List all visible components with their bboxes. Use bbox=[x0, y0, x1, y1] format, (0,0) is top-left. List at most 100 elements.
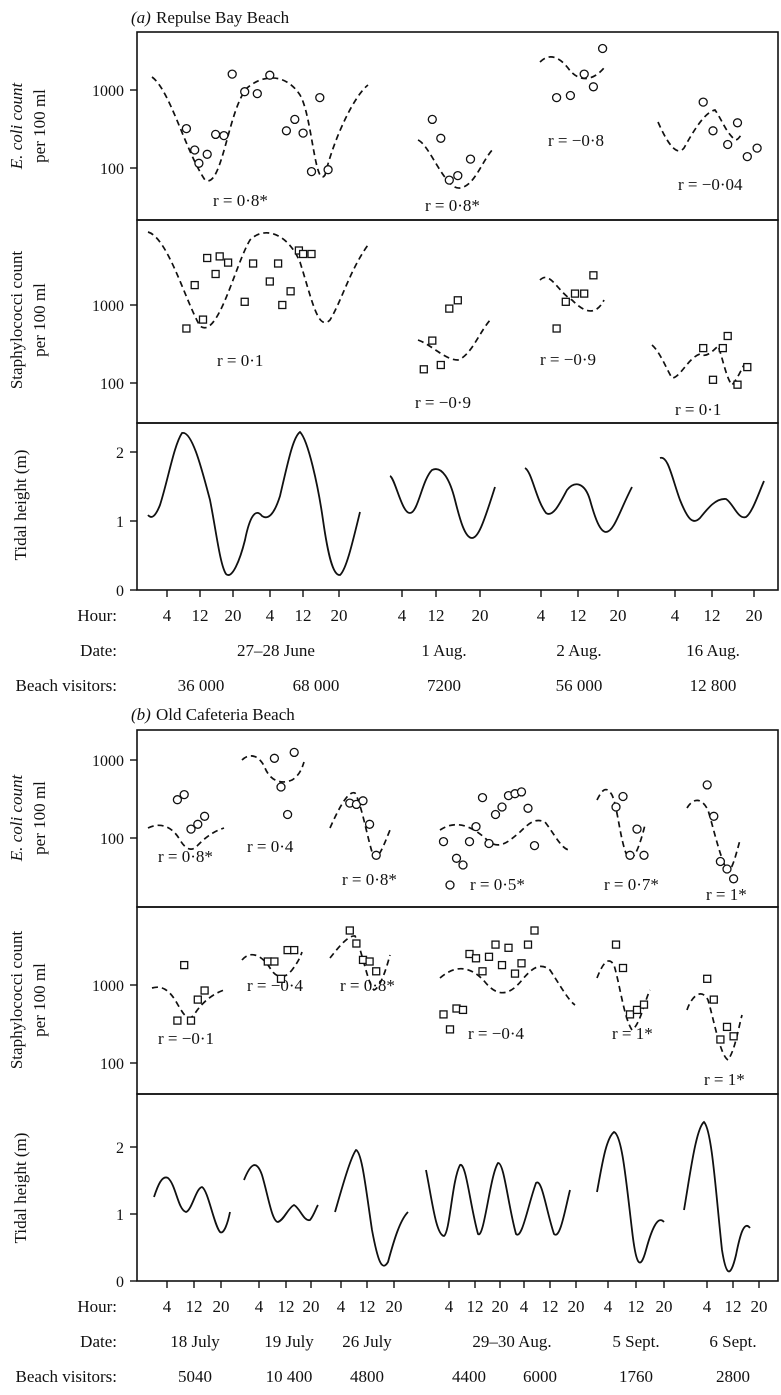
panel-a-hour-tick-label: 4 bbox=[398, 606, 407, 625]
panel-a-hour-tick-label: 12 bbox=[570, 606, 587, 625]
staph-data-point bbox=[193, 995, 202, 1004]
panel-a-staph-ylabel-1: Staphylococci count bbox=[7, 251, 26, 390]
panel-a-ecoli-r-1: r = 0·8* bbox=[213, 191, 268, 210]
staph-data-point bbox=[729, 1032, 738, 1041]
panel-b-hour-tick-label: 4 bbox=[703, 1297, 712, 1316]
staph-data-point bbox=[733, 380, 742, 389]
panel-a-staph-r-2: r = −0·9 bbox=[415, 393, 471, 412]
panel-b-staph-r-3: r = 0·8* bbox=[340, 976, 395, 995]
ecoli-data-point bbox=[715, 856, 726, 867]
ecoli-data-point bbox=[579, 69, 589, 79]
panel-a-hour-label: Hour: bbox=[77, 606, 117, 625]
panel-b-staph-curve-4 bbox=[439, 965, 576, 1006]
panel-b-hour-label: Hour: bbox=[77, 1297, 117, 1316]
ecoli-data-point bbox=[306, 166, 317, 177]
ecoli-data-point bbox=[597, 43, 608, 54]
panel-a-hour-tick-label: 12 bbox=[192, 606, 209, 625]
panel-a-tide-curve-3 bbox=[524, 467, 633, 533]
staph-data-point bbox=[517, 959, 526, 968]
panel-a-prefix: (a) bbox=[131, 8, 151, 27]
panel-b-hour-tick-label: 20 bbox=[656, 1297, 673, 1316]
panel-b-staph-r-1: r = −0·1 bbox=[158, 1029, 214, 1048]
panel-a-visitors: 68 000 bbox=[293, 676, 340, 695]
ecoli-data-point bbox=[364, 819, 375, 829]
ecoli-data-point bbox=[465, 154, 476, 164]
staph-data-point bbox=[523, 940, 533, 949]
panel-b-visitors: 1760 bbox=[619, 1367, 653, 1386]
ecoli-data-point bbox=[202, 149, 212, 159]
panel-a-hour-tick-label: 20 bbox=[225, 606, 242, 625]
panel-b-ecoli-curve-3 bbox=[329, 792, 391, 859]
panel-a-hour-tick-label: 4 bbox=[537, 606, 546, 625]
ecoli-data-point bbox=[471, 821, 481, 832]
panel-b-ecoli-ylabel-1: E. coli count bbox=[7, 774, 26, 863]
ecoli-data-point bbox=[290, 114, 300, 125]
panel-b-visitors: 4400 bbox=[452, 1367, 486, 1386]
staph-data-point bbox=[453, 296, 462, 305]
staph-data-point bbox=[484, 952, 494, 961]
staph-data-point bbox=[180, 960, 189, 970]
panel-a: (a) Repulse Bay Beach E. coli count per … bbox=[7, 8, 779, 695]
staph-data-point bbox=[723, 331, 732, 341]
panel-b-staph-r-2: r = −0·4 bbox=[247, 976, 303, 995]
staph-data-point bbox=[465, 949, 474, 959]
panel-b-hour-tick-label: 12 bbox=[359, 1297, 376, 1316]
panel-b-staph-curve-5 bbox=[596, 960, 651, 1032]
panel-b-hour-tick-label: 20 bbox=[492, 1297, 509, 1316]
staph-data-point bbox=[190, 280, 199, 290]
ecoli-data-point bbox=[565, 90, 576, 101]
panel-a-tide-tick-label-0: 0 bbox=[116, 583, 124, 600]
staph-data-point bbox=[203, 253, 212, 263]
staph-data-point bbox=[718, 343, 727, 353]
ecoli-data-point bbox=[227, 69, 237, 79]
ecoli-data-point bbox=[240, 87, 250, 97]
panel-b-tide-curve-2 bbox=[243, 1164, 319, 1223]
panel-b-staph-curve-2 bbox=[241, 951, 303, 978]
panel-b-staph-ylabel-2: per 100 ml bbox=[30, 963, 49, 1037]
staph-data-point bbox=[445, 304, 454, 313]
ecoli-data-point bbox=[193, 819, 203, 829]
ecoli-data-point bbox=[265, 70, 275, 80]
panel-a-ecoli-curve-2 bbox=[417, 139, 495, 189]
ecoli-data-point bbox=[181, 123, 192, 134]
panel-b-hour-tick-label: 4 bbox=[604, 1297, 613, 1316]
ecoli-data-point bbox=[458, 860, 468, 870]
panel-a-date: 2 Aug. bbox=[556, 641, 601, 660]
panel-b-ecoli-r-4: r = 0·5* bbox=[470, 875, 525, 894]
staph-data-point bbox=[200, 986, 209, 995]
panel-a-staph-points bbox=[182, 246, 752, 389]
ecoli-data-point bbox=[625, 850, 635, 860]
panel-b-staph-tick-label-1000: 1000 bbox=[92, 978, 124, 995]
staph-data-point bbox=[240, 297, 249, 306]
ecoli-data-point bbox=[632, 824, 642, 834]
ecoli-data-point bbox=[298, 128, 308, 138]
panel-a-date: 1 Aug. bbox=[421, 641, 466, 660]
ecoli-data-point bbox=[358, 796, 368, 806]
panel-b-hour-tick-label: 4 bbox=[163, 1297, 172, 1316]
panel-b-tide-frame bbox=[136, 1093, 779, 1282]
ecoli-data-point bbox=[371, 850, 381, 860]
ecoli-data-point bbox=[323, 165, 333, 175]
panel-b-staph-points bbox=[173, 926, 738, 1044]
staph-data-point bbox=[445, 1025, 455, 1034]
panel-b-date: 19 July bbox=[264, 1332, 314, 1351]
ecoli-data-point bbox=[269, 753, 280, 763]
ecoli-data-point bbox=[529, 840, 540, 851]
panel-b-hour-tick-label: 20 bbox=[213, 1297, 230, 1316]
ecoli-data-point bbox=[190, 145, 200, 155]
staph-data-point bbox=[703, 974, 712, 983]
ecoli-data-point bbox=[172, 795, 183, 805]
panel-a-date-label: Date: bbox=[80, 641, 117, 660]
panel-b-tide-curve-4 bbox=[425, 1162, 571, 1237]
panel-a-tide-tick-label-2: 2 bbox=[116, 445, 124, 462]
panel-a-visitors: 7200 bbox=[427, 676, 461, 695]
staph-data-point bbox=[639, 1000, 649, 1009]
staph-data-point bbox=[439, 1010, 448, 1019]
panel-b-date-label: Date: bbox=[80, 1332, 117, 1351]
panel-b-ecoli-r-3: r = 0·8* bbox=[342, 870, 397, 889]
panel-a-ecoli-r-2: r = 0·8* bbox=[425, 196, 480, 215]
panel-b-hour-tick-label: 4 bbox=[520, 1297, 529, 1316]
panel-a-visitors: 12 800 bbox=[690, 676, 737, 695]
panel-b-hour-tick-label: 4 bbox=[337, 1297, 346, 1316]
